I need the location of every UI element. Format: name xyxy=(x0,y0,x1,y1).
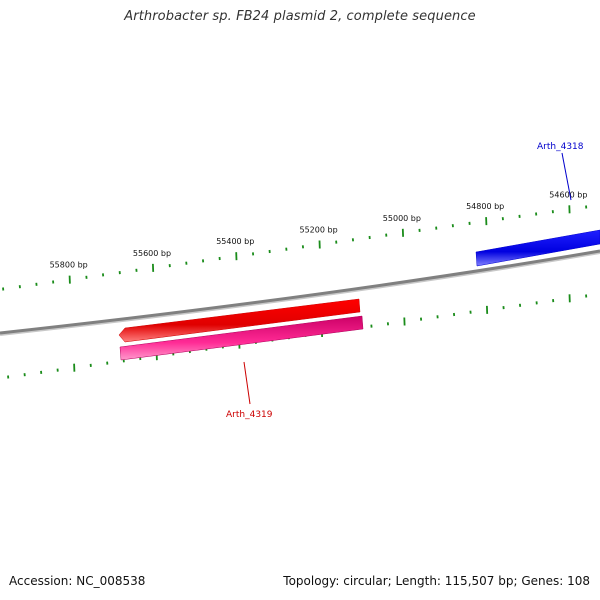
bp-scale-label: 55200 bp xyxy=(300,226,338,235)
gene-arth-4318[interactable] xyxy=(475,229,600,267)
feature-arth-4319[interactable] xyxy=(119,315,364,361)
gene-arth-4318-leader xyxy=(561,152,572,201)
outer-scale-ticks xyxy=(2,205,588,291)
bp-scale-label: 54800 bp xyxy=(466,202,504,211)
gene-arth-4319-label: Arth_4319 xyxy=(226,410,273,420)
gene-arth-4319[interactable] xyxy=(118,298,361,343)
backbone-circle xyxy=(0,249,600,335)
bp-scale-label: 54600 bp xyxy=(549,190,587,199)
gene-arth-4318-label: Arth_4318 xyxy=(537,142,584,152)
bp-scale-label: 55600 bp xyxy=(133,249,171,258)
gene-arth-4319-leader xyxy=(243,361,251,405)
genome-stats-label: Topology: circular; Length: 115,507 bp; … xyxy=(283,574,590,588)
outer-scale-labels: 55800 bp 55600 bp 55400 bp 55200 bp 55000 bp… xyxy=(50,190,588,269)
map-title: Arthrobacter sp. FB24 plasmid 2, complet… xyxy=(124,9,476,24)
bp-scale-label: 55000 bp xyxy=(383,214,421,223)
accession-label: Accession: NC_008538 xyxy=(9,574,146,588)
bp-scale-label: 55800 bp xyxy=(50,261,88,270)
bp-scale-label: 55400 bp xyxy=(216,237,254,246)
